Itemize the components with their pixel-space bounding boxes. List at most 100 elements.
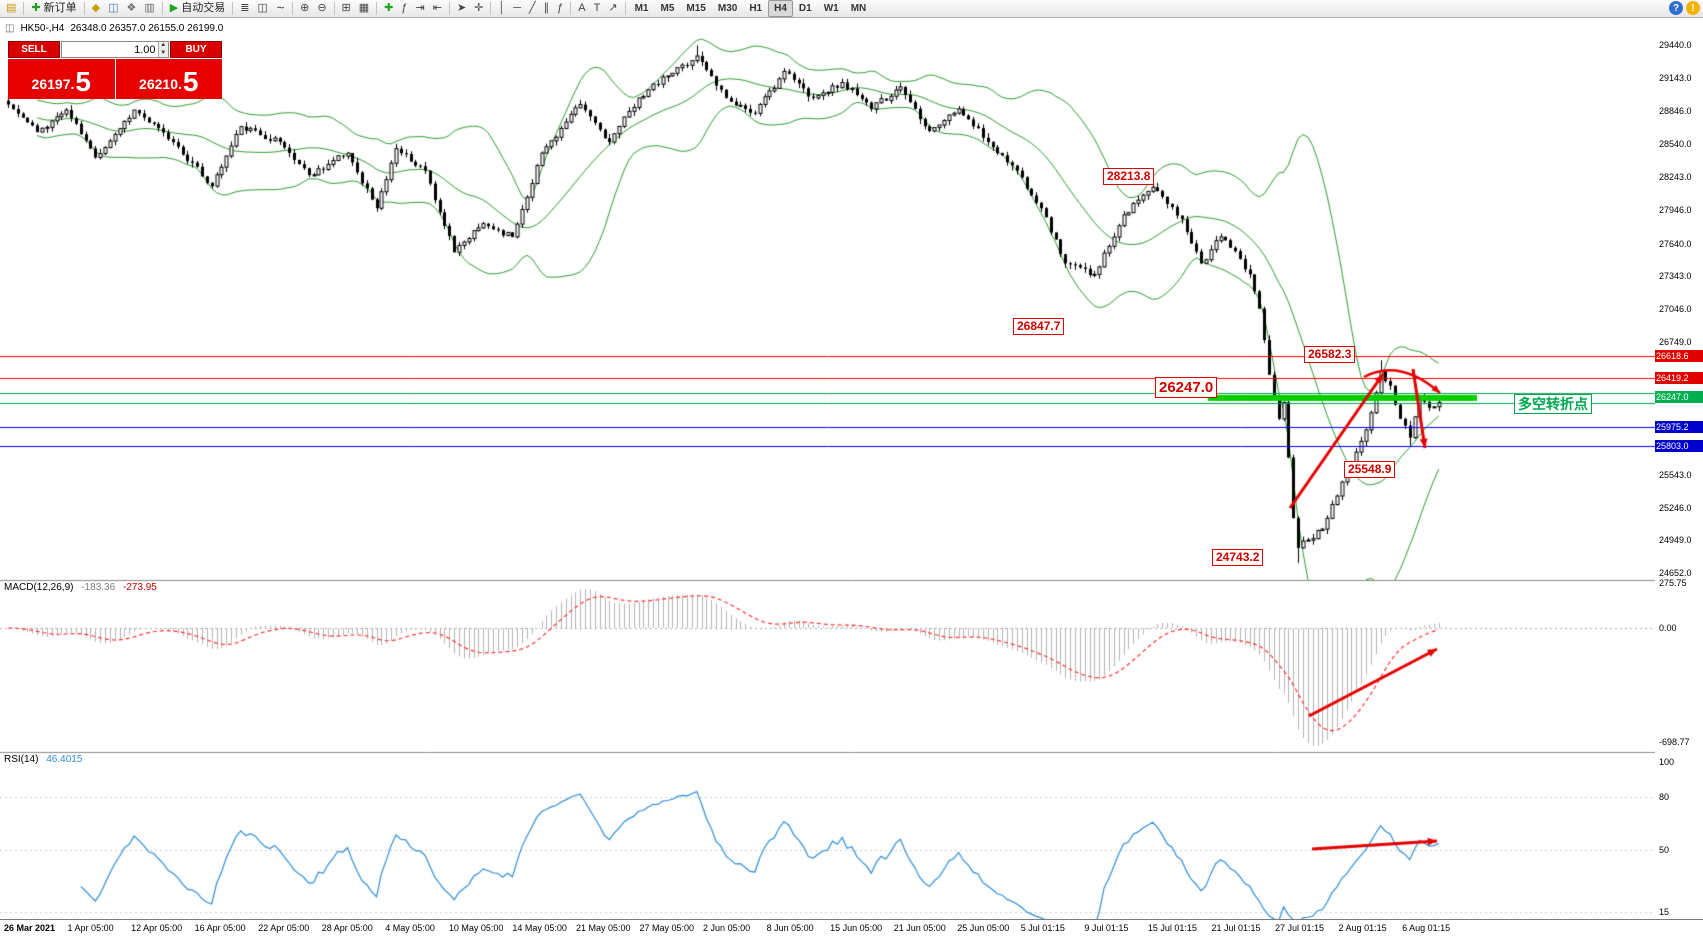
- terminal-button[interactable]: ▥: [140, 0, 158, 17]
- volume-field: ▲ ▼: [61, 41, 169, 58]
- arrow-object-button[interactable]: ↗: [604, 0, 621, 17]
- chart-canvas[interactable]: [0, 18, 1703, 939]
- zoom-in-button[interactable]: ⊕: [296, 0, 313, 17]
- time-tick: 9 Jul 01:15: [1084, 923, 1129, 933]
- zoom-out-button[interactable]: ⊖: [313, 0, 330, 17]
- toolbar-right-icons: ?!: [1669, 1, 1700, 15]
- auto-trading-button-icon: ▶: [169, 2, 179, 14]
- timeframe-d1[interactable]: D1: [798, 3, 812, 14]
- time-tick: 10 May 05:00: [448, 923, 504, 933]
- annotation-24743.2[interactable]: 24743.2: [1212, 549, 1264, 566]
- one-click-trading-panel: SELL ▲ ▼ BUY 26197. 5 26210. 5: [8, 41, 222, 99]
- auto-scroll-button-icon: ⇥: [415, 2, 425, 14]
- time-tick: 5 Jul 01:15: [1020, 923, 1065, 933]
- sell-price-display[interactable]: 26197. 5: [8, 59, 115, 99]
- volume-stepper[interactable]: ▲ ▼: [157, 42, 168, 57]
- line-chart-button-icon: ∼: [275, 2, 286, 14]
- new-order-button-icon: ✚: [31, 2, 41, 14]
- crosshair-button[interactable]: ✛: [470, 0, 487, 17]
- new-order-button-label: 新订单: [43, 2, 77, 14]
- volume-down-icon[interactable]: ▼: [158, 49, 168, 57]
- price-line-label: 26419.2: [1655, 372, 1703, 385]
- text-label-button[interactable]: T: [590, 0, 605, 17]
- data-window-button[interactable]: ◫: [104, 0, 122, 17]
- sell-button[interactable]: SELL: [8, 41, 60, 58]
- toolbar-separator: [490, 2, 492, 15]
- shift-chart-button-icon: ⇤: [432, 2, 442, 14]
- timeframe-mn[interactable]: MN: [850, 3, 867, 14]
- timeframe-m15[interactable]: M15: [686, 3, 706, 14]
- text-button[interactable]: A: [574, 0, 589, 17]
- time-axis[interactable]: 26 Mar 2021 1 Apr 05:00 12 Apr 05:00 16 Apr…: [0, 919, 1703, 940]
- timeframe-h1[interactable]: H1: [749, 3, 763, 14]
- bar-chart-button[interactable]: ≣: [236, 0, 253, 17]
- alerts-icon[interactable]: !: [1686, 1, 1700, 15]
- horizontal-line-button[interactable]: ─: [509, 0, 525, 17]
- time-tick: 1 Apr 05:00: [67, 923, 114, 933]
- fibonacci-button[interactable]: ƒ: [553, 0, 567, 17]
- candle-chart-button-icon: ◫: [257, 2, 268, 14]
- timeframe-m1[interactable]: M1: [634, 3, 649, 14]
- navigator-button[interactable]: ❖: [123, 0, 141, 17]
- time-tick: 27 May 05:00: [639, 923, 695, 933]
- price-line-label: 25975.2: [1655, 421, 1703, 434]
- shift-chart-button[interactable]: ⇤: [429, 0, 446, 17]
- zoom-in-button-icon: ⊕: [300, 2, 310, 14]
- buy-button[interactable]: BUY: [170, 41, 222, 58]
- price-tick: 27046.0: [1659, 304, 1692, 314]
- line-chart-button[interactable]: ∼: [272, 0, 289, 17]
- help-icon[interactable]: ?: [1669, 1, 1683, 15]
- data-window-button-icon: ◫: [108, 2, 119, 14]
- price-line-label: 25803.0: [1655, 440, 1703, 453]
- tile-windows-button[interactable]: ⊞: [338, 0, 355, 17]
- trendline-button[interactable]: ╱: [525, 0, 540, 17]
- timeframe-m30[interactable]: M30: [717, 3, 738, 14]
- grid-button-icon: ▦: [358, 2, 370, 14]
- time-tick: 12 Apr 05:00: [131, 923, 183, 933]
- toolbar-separator: [624, 2, 626, 15]
- candle-chart-button[interactable]: ◫: [253, 0, 271, 17]
- chart-window-button-icon: ▤: [6, 2, 17, 14]
- price-line-label: 26618.6: [1655, 350, 1703, 363]
- tile-windows-button-icon: ⊞: [341, 2, 351, 14]
- timeframe-m5[interactable]: M5: [660, 3, 675, 14]
- price-tick: 28846.0: [1659, 105, 1692, 116]
- new-order-button[interactable]: ✚ 新订单: [27, 0, 80, 17]
- volume-up-icon[interactable]: ▲: [158, 42, 168, 50]
- annotation-26582.3[interactable]: 26582.3: [1304, 346, 1356, 363]
- market-watch-button[interactable]: ◆: [88, 0, 104, 17]
- toolbar-separator: [448, 2, 450, 15]
- annotation-28213.8[interactable]: 28213.8: [1103, 168, 1155, 185]
- channel-button[interactable]: ∥: [540, 0, 554, 17]
- indicator-list-button[interactable]: ƒ: [397, 0, 411, 17]
- rsi-axis-tick: 100: [1659, 757, 1675, 767]
- price-tick: 25246.0: [1659, 502, 1692, 513]
- rsi-value: 46.4015: [46, 754, 83, 765]
- grid-button[interactable]: ▦: [355, 0, 373, 17]
- time-tick: 21 Jul 01:15: [1211, 923, 1261, 933]
- price-line-label: 26247.0: [1655, 391, 1703, 404]
- annotation-多空转折点[interactable]: 多空转折点: [1514, 394, 1592, 414]
- sell-price-main: 26197.: [31, 76, 75, 92]
- chart-window-button[interactable]: ▤: [2, 0, 20, 17]
- annotation-26247.0[interactable]: 26247.0: [1155, 377, 1218, 398]
- time-tick: 4 May 05:00: [385, 923, 435, 933]
- volume-input[interactable]: [62, 42, 158, 57]
- timeframe-w1[interactable]: W1: [823, 3, 839, 14]
- auto-scroll-button[interactable]: ⇥: [412, 0, 429, 17]
- price-axis[interactable]: 29440.0 29143.0 28846.0 28540.0 28243.0 27946…: [1655, 18, 1703, 939]
- auto-trading-button[interactable]: ▶ 自动交易: [166, 0, 229, 17]
- add-indicator-button[interactable]: ✚: [380, 0, 397, 17]
- cursor-button[interactable]: ➤: [453, 0, 470, 17]
- channel-button-icon: ∥: [543, 2, 550, 14]
- auto-trading-button-label: 自动交易: [181, 2, 226, 14]
- buy-price-display[interactable]: 26210. 5: [115, 59, 222, 99]
- arrow-object-button-icon: ↗: [608, 2, 618, 14]
- toolbar-separator: [83, 2, 85, 15]
- vertical-line-button[interactable]: │: [494, 0, 509, 17]
- annotation-26847.7[interactable]: 26847.7: [1013, 318, 1065, 335]
- toolbar-separator: [376, 2, 378, 15]
- toolbar: ▤ ✚ 新订单 ◆ ◫ ❖ ▥ ▶ 自动交易 ≣ ◫ ∼ ⊕ ⊖ ⊞ ▦ ✚ ƒ ⇥ ⇤ ➤ ✛ │ ─ ╱ ∥ ƒ A T ↗ M1 M5 M…: [0, 0, 1703, 18]
- timeframe-h4[interactable]: H4: [768, 0, 793, 17]
- annotation-25548.9[interactable]: 25548.9: [1344, 461, 1396, 478]
